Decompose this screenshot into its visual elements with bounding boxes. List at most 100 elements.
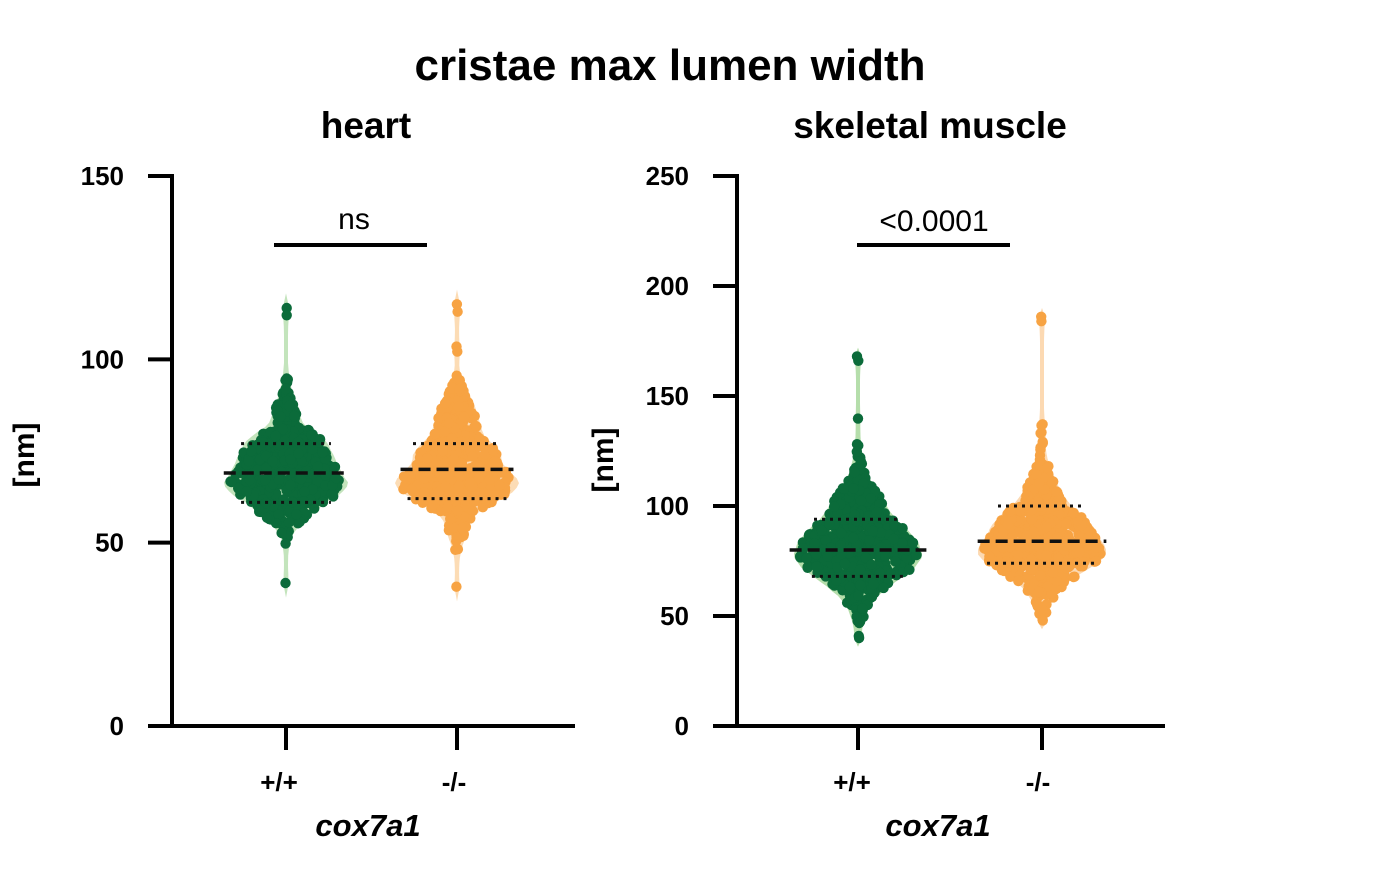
- dots-skeletal-muscle: [794, 311, 1106, 644]
- data-point: [1031, 469, 1042, 480]
- y-tick-label: 0: [675, 711, 689, 741]
- axes-heart: 0 50 100 150: [81, 161, 575, 750]
- y-tick-label: 0: [110, 711, 124, 741]
- data-point: [307, 484, 318, 495]
- data-point: [458, 411, 470, 423]
- data-point: [1034, 478, 1045, 489]
- data-point: [802, 561, 813, 573]
- data-point: [280, 577, 291, 589]
- data-point: [454, 375, 465, 386]
- data-point: [828, 501, 840, 512]
- data-point: [281, 302, 292, 314]
- data-point: [494, 480, 505, 491]
- data-point: [281, 310, 292, 321]
- data-point: [1020, 495, 1031, 506]
- x-axis-label-heart: cox7a1: [315, 808, 420, 843]
- data-point: [1042, 462, 1053, 473]
- data-point: [855, 579, 866, 591]
- data-point: [467, 451, 478, 462]
- data-point: [280, 538, 291, 549]
- data-point: [867, 525, 878, 537]
- data-point: [285, 454, 296, 465]
- data-point: [880, 550, 891, 561]
- data-point: [875, 527, 887, 538]
- data-point: [1033, 586, 1045, 598]
- data-point: [1005, 506, 1016, 517]
- data-point: [448, 522, 459, 533]
- data-point: [849, 466, 860, 478]
- y-tick-label: 50: [95, 528, 124, 558]
- data-point: [426, 502, 437, 514]
- data-point: [406, 484, 417, 495]
- data-point: [1036, 316, 1047, 327]
- data-point: [897, 538, 908, 549]
- y-tick-label: 100: [81, 344, 124, 374]
- data-point: [907, 537, 919, 548]
- data-point: [848, 532, 859, 544]
- y-axis-label-skeletal-muscle: [nm]: [587, 428, 620, 493]
- data-point: [453, 401, 464, 412]
- chart-title-skeletal-muscle: skeletal muscle: [793, 105, 1067, 146]
- data-point: [1061, 518, 1072, 529]
- significance-label-heart: ns: [338, 203, 370, 236]
- data-point: [440, 426, 451, 437]
- data-point: [317, 447, 328, 458]
- data-point: [1002, 518, 1014, 530]
- data-point: [261, 512, 273, 523]
- data-point: [1041, 521, 1052, 533]
- data-point: [1026, 504, 1037, 516]
- data-point: [452, 544, 464, 555]
- y-tick-label: 200: [646, 271, 689, 301]
- data-point: [273, 474, 285, 485]
- data-point: [273, 509, 284, 520]
- data-point: [831, 575, 842, 586]
- data-point: [278, 494, 289, 505]
- data-point: [326, 489, 338, 500]
- x-axis-label-skeletal-muscle: cox7a1: [885, 808, 990, 843]
- data-point: [1026, 514, 1038, 525]
- data-point: [287, 497, 298, 508]
- category-label-skeletal-muscle-ko: -/-: [1026, 767, 1051, 797]
- data-point: [848, 483, 859, 494]
- data-point: [1037, 615, 1049, 626]
- data-point: [312, 476, 323, 487]
- data-point: [442, 502, 453, 513]
- data-point: [1051, 575, 1062, 587]
- data-point: [1041, 550, 1052, 561]
- data-point: [1047, 567, 1059, 578]
- data-point: [281, 373, 292, 384]
- y-tick-label: 100: [646, 491, 689, 521]
- data-point: [981, 542, 992, 553]
- data-point: [868, 578, 879, 590]
- data-point: [473, 472, 484, 484]
- data-point: [292, 436, 304, 448]
- data-point: [289, 410, 300, 422]
- violins-skeletal-muscle: [794, 308, 1106, 647]
- data-point: [855, 495, 867, 506]
- data-point: [267, 455, 278, 467]
- data-point: [270, 430, 281, 442]
- data-point: [479, 448, 491, 460]
- data-point: [844, 581, 856, 593]
- data-point: [822, 551, 833, 562]
- data-point: [1037, 436, 1048, 448]
- data-point: [1046, 477, 1058, 488]
- data-point: [809, 538, 820, 549]
- data-point: [448, 453, 460, 465]
- data-point: [853, 355, 864, 366]
- data-point: [293, 448, 304, 459]
- data-point: [295, 473, 307, 485]
- data-point: [1042, 581, 1054, 592]
- data-point: [299, 486, 310, 497]
- data-point: [291, 509, 302, 520]
- data-point: [244, 474, 256, 486]
- data-point: [241, 486, 252, 497]
- data-point: [467, 505, 479, 517]
- data-point: [1007, 531, 1018, 542]
- data-point: [839, 483, 850, 494]
- data-point: [484, 474, 495, 485]
- data-point: [452, 306, 463, 317]
- data-point: [865, 493, 876, 504]
- data-point: [401, 474, 412, 486]
- data-point: [419, 487, 430, 498]
